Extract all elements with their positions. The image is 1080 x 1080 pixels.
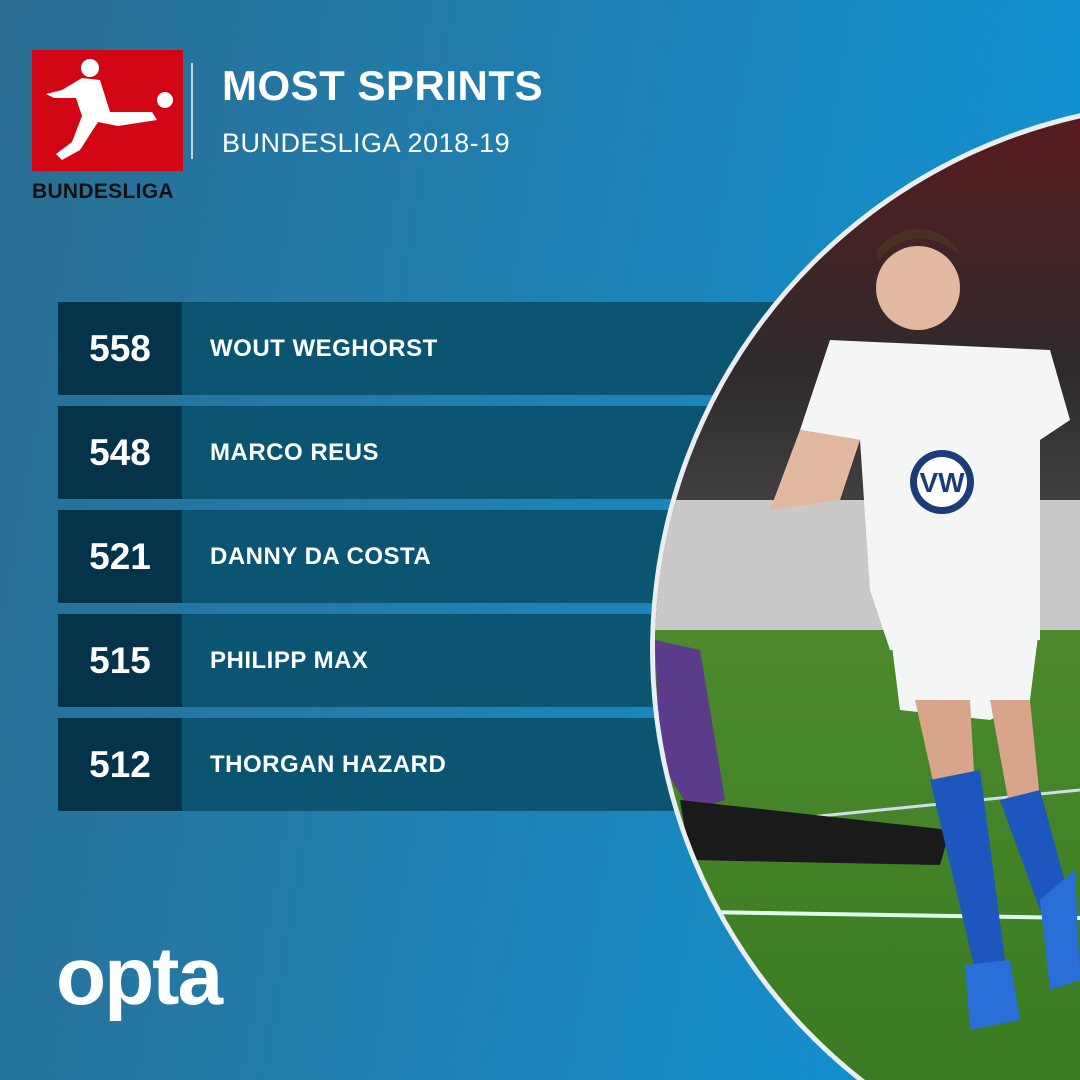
sprint-count: 512: [58, 718, 182, 811]
page-title: MOST SPRINTS: [222, 62, 544, 109]
player-name: MARCO REUS: [210, 438, 380, 466]
sprint-count: 558: [58, 302, 182, 395]
svg-text:VW: VW: [919, 467, 965, 498]
ranking-row: 521 DANNY DA COSTA: [58, 510, 878, 603]
ranking-row: 512 THORGAN HAZARD: [58, 718, 878, 811]
player-name: THORGAN HAZARD: [210, 750, 447, 778]
header-divider: [191, 63, 193, 159]
page-subtitle: BUNDESLIGA 2018-19: [222, 128, 511, 158]
bundesliga-wordmark: BUNDESLIGA: [32, 180, 174, 203]
opta-logo: opta: [56, 931, 223, 1022]
sprint-count: 515: [58, 614, 182, 707]
player-name: DANNY DA COSTA: [210, 542, 432, 570]
ranking-row: 548 MARCO REUS: [58, 406, 878, 499]
player-silhouette-icon: [46, 59, 173, 160]
sprint-count: 548: [58, 406, 182, 499]
ranking-row: 558 WOUT WEGHORST: [58, 302, 878, 395]
sprint-count: 521: [58, 510, 182, 603]
player-name: WOUT WEGHORST: [210, 334, 438, 362]
bundesliga-logo: [32, 50, 183, 171]
ranking-row: 515 PHILIPP MAX: [58, 614, 878, 707]
player-name: PHILIPP MAX: [210, 646, 369, 674]
